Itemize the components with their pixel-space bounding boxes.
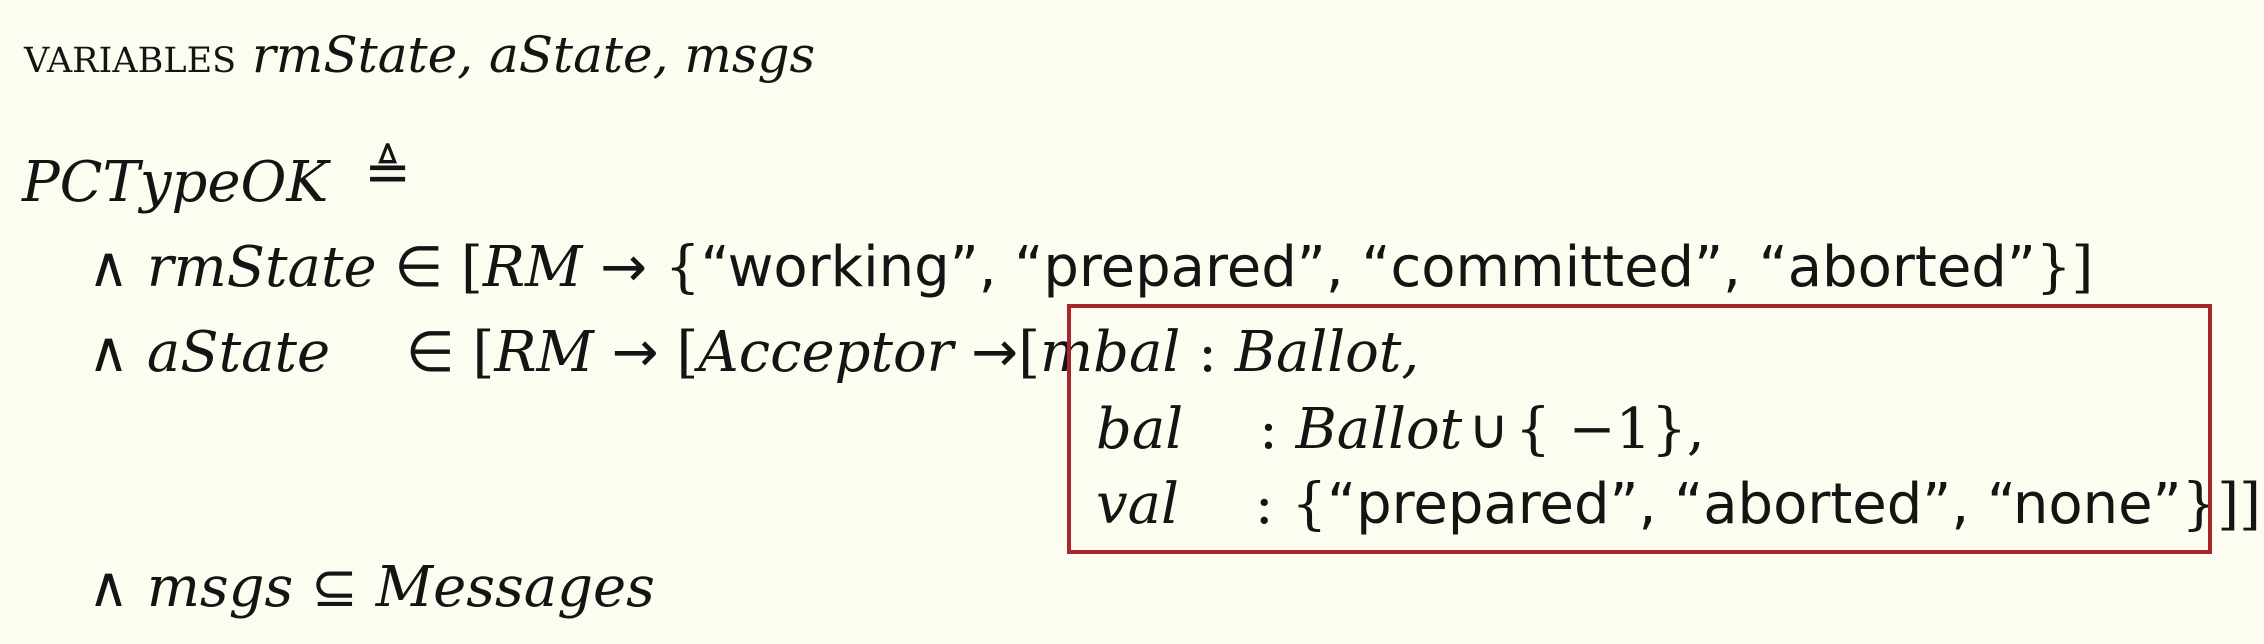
value-string: “none” [1986, 472, 2182, 537]
separator: , [1325, 235, 1344, 300]
defined-as-operator: ≜ [364, 140, 411, 205]
rmstate-conjunct: ∧ rmState ∈ [RM → {“working”, “prepared”… [88, 240, 2093, 296]
messages-set: Messages [375, 555, 655, 620]
record-field-name: mbal [1040, 320, 1181, 385]
element-of-symbol: ∈ [394, 235, 444, 300]
separator: , [1951, 472, 1970, 537]
conjunction-symbol: ∧ [88, 555, 129, 620]
separator: , [1723, 235, 1741, 300]
astate-conjunct: ∧ aState ∈ [RM → [Acceptor →[mbal : Ball… [88, 325, 1419, 381]
conjunction-symbol: ∧ [88, 235, 129, 300]
union-symbol: ∪ [1468, 397, 1510, 462]
record-field-val: val : {“prepared”, “aborted”, “none”}]]] [1096, 477, 2264, 533]
open-brace: { [664, 235, 701, 300]
conjunct-variable: rmState [146, 235, 377, 300]
record-open-bracket: [ [1018, 320, 1041, 385]
open-bracket: [ [472, 320, 495, 385]
record-field-name: val [1096, 472, 1179, 537]
highlight-box [1067, 304, 2212, 554]
field-colon: : [1198, 320, 1217, 385]
variables-declaration: variables rmState, aState, msgs [24, 30, 815, 80]
record-field-bal: bal : Ballot ∪{ −1}, [1096, 402, 1705, 458]
definition-header: PCTypeOK ≜ [22, 145, 411, 211]
function-arrow: → [971, 320, 1019, 385]
field-type: Ballot [1295, 397, 1463, 462]
state-string: “committed” [1361, 235, 1724, 300]
state-string: “working” [700, 235, 979, 300]
value-string: “prepared” [1327, 472, 1639, 537]
conjunct-variable: msgs [146, 555, 294, 620]
variable-list: rmState, aState, msgs [252, 26, 816, 84]
close-brace: } [2035, 235, 2072, 300]
field-colon: : [1254, 472, 1274, 537]
msgs-conjunct: ∧ msgs ⊆ Messages [88, 560, 655, 616]
separator: , [1638, 472, 1657, 537]
definition-name: PCTypeOK [22, 150, 329, 215]
domain-set: Acceptor [698, 320, 954, 385]
function-arrow: → [600, 235, 648, 300]
value-string: “aborted” [1674, 472, 1952, 537]
variables-keyword: variables [24, 26, 237, 84]
field-type: Ballot, [1234, 320, 1420, 385]
domain-set: RM [494, 320, 594, 385]
conjunction-symbol: ∧ [88, 320, 129, 385]
close-bracket: ] [2071, 235, 2094, 300]
field-colon: : [1258, 397, 1278, 462]
record-field-name: bal [1096, 397, 1184, 462]
open-bracket: [ [676, 320, 699, 385]
open-bracket: [ [461, 235, 483, 300]
minus-one-set: { −1}, [1515, 397, 1705, 462]
closing-delimiters: }]]] [2181, 472, 2264, 537]
state-string: “prepared” [1014, 235, 1326, 300]
function-arrow: → [611, 320, 659, 385]
subset-symbol: ⊆ [311, 555, 358, 620]
open-brace: { [1291, 472, 1328, 537]
conjunct-variable: aState [146, 320, 331, 385]
element-of-symbol: ∈ [405, 320, 455, 385]
state-string: “aborted” [1758, 235, 2036, 300]
domain-set: RM [482, 235, 583, 300]
separator: , [978, 235, 997, 300]
